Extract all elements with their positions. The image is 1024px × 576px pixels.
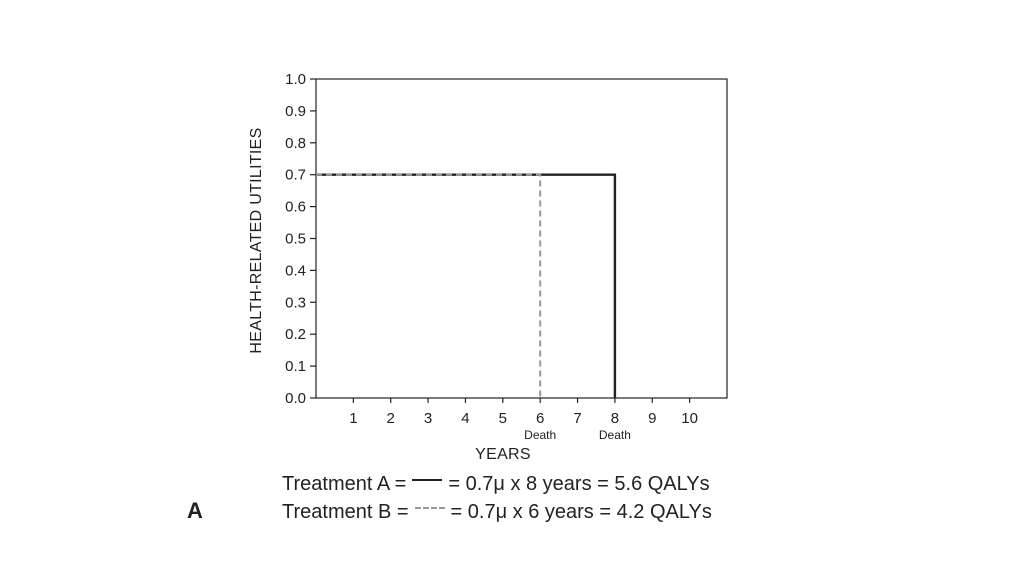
legend-row-treatment-a: Treatment A = = 0.7μ x 8 years = 5.6 QAL… bbox=[282, 470, 712, 498]
series-line-treatment-a bbox=[316, 173, 617, 398]
series-line-treatment-b bbox=[316, 173, 542, 398]
panel-label: A bbox=[187, 498, 203, 523]
x-tick-label: 9 bbox=[648, 410, 656, 427]
legend-formula: = 0.7μ x 6 years = 4.2 QALYs bbox=[450, 501, 712, 523]
series-layer bbox=[316, 173, 617, 398]
y-tick-label: 0.8 bbox=[285, 135, 306, 152]
y-tick-label: 0.4 bbox=[285, 262, 306, 279]
legend-prefix: Treatment B = bbox=[282, 501, 409, 523]
x-tick-label: 3 bbox=[424, 410, 432, 427]
annotation-layer: Death Death bbox=[524, 428, 631, 442]
x-axis-title: YEARS bbox=[475, 446, 531, 463]
legend-row-treatment-b: Treatment B = = 0.7μ x 6 years = 4.2 QAL… bbox=[282, 498, 712, 526]
utility-chart: 0.0 0.1 0.2 0.3 0.4 0.5 0.6 0.7 0.8 0.9 1.0 1 2 3 4 5 6… bbox=[248, 71, 728, 463]
x-axis: 1 2 3 4 5 6 7 8 9 10 bbox=[349, 398, 698, 427]
dashed-line-swatch-icon bbox=[414, 507, 445, 509]
y-tick-label: 0.2 bbox=[285, 326, 306, 343]
x-tick-label: 6 bbox=[536, 410, 544, 427]
y-tick-label: 0.9 bbox=[285, 103, 306, 120]
solid-line-swatch-icon bbox=[412, 479, 443, 481]
legend-prefix: Treatment A = bbox=[282, 473, 407, 495]
death-annotation: Death bbox=[599, 428, 631, 442]
y-tick-label: 0.0 bbox=[285, 390, 306, 407]
legend-formula: = 0.7μ x 8 years = 5.6 QALYs bbox=[448, 473, 710, 495]
y-tick-label: 1.0 bbox=[285, 71, 306, 88]
death-annotation: Death bbox=[524, 428, 556, 442]
y-tick-label: 0.6 bbox=[285, 199, 306, 216]
y-axis: 0.0 0.1 0.2 0.3 0.4 0.5 0.6 0.7 0.8 0.9 1.0 bbox=[285, 71, 316, 407]
x-tick-label: 2 bbox=[387, 410, 395, 427]
x-tick-label: 1 bbox=[349, 410, 357, 427]
y-tick-label: 0.5 bbox=[285, 231, 306, 248]
y-tick-label: 0.7 bbox=[285, 167, 306, 184]
y-tick-label: 0.3 bbox=[285, 294, 306, 311]
y-axis-title: HEALTH-RELATED UTILITIES bbox=[248, 127, 265, 353]
x-tick-label: 8 bbox=[611, 410, 619, 427]
plot-frame bbox=[315, 78, 728, 399]
x-tick-label: 10 bbox=[681, 410, 698, 427]
y-tick-label: 0.1 bbox=[285, 358, 306, 375]
x-tick-label: 7 bbox=[573, 410, 581, 427]
legend: Treatment A = = 0.7μ x 8 years = 5.6 QAL… bbox=[282, 470, 712, 526]
x-tick-label: 4 bbox=[461, 410, 469, 427]
x-tick-label: 5 bbox=[499, 410, 507, 427]
